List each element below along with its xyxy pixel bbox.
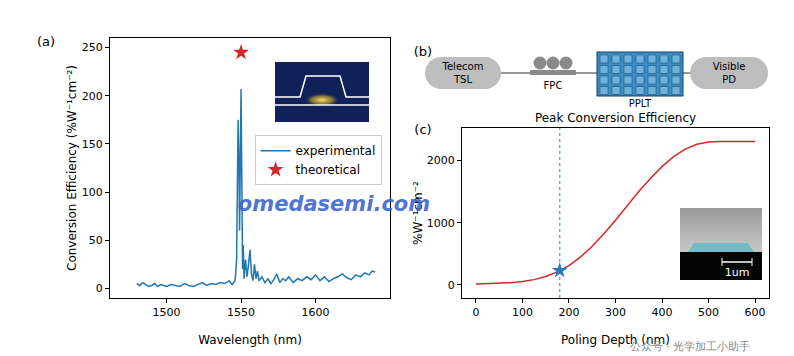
svg-text:100: 100 <box>82 186 103 199</box>
svg-text:Visible: Visible <box>713 61 746 72</box>
svg-text:(c): (c) <box>414 122 431 137</box>
svg-text:150: 150 <box>82 138 103 151</box>
svg-text:400: 400 <box>652 306 673 319</box>
svg-text:TSL: TSL <box>453 74 472 85</box>
svg-text:PD: PD <box>722 74 736 85</box>
svg-text:0: 0 <box>96 282 103 295</box>
svg-text:250: 250 <box>82 41 103 54</box>
svg-text:公众号 · 光学加工小助手: 公众号 · 光学加工小助手 <box>630 340 751 353</box>
svg-text:FPC: FPC <box>544 80 563 91</box>
svg-text:%W⁻¹cm⁻²: %W⁻¹cm⁻² <box>411 181 425 245</box>
svg-text:100: 100 <box>512 306 533 319</box>
svg-text:2000: 2000 <box>427 154 455 167</box>
svg-text:50: 50 <box>89 234 103 247</box>
svg-text:1600: 1600 <box>302 306 330 319</box>
svg-text:600: 600 <box>745 306 766 319</box>
svg-text:Poling Depth (nm): Poling Depth (nm) <box>561 333 670 347</box>
svg-text:(a): (a) <box>37 34 55 49</box>
svg-text:Conversion Efficiency (%W⁻¹cm⁻: Conversion Efficiency (%W⁻¹cm⁻²) <box>65 65 79 271</box>
svg-text:Wavelength (nm): Wavelength (nm) <box>198 333 302 347</box>
svg-text:1500: 1500 <box>153 306 181 319</box>
svg-text:theoretical: theoretical <box>296 163 360 177</box>
svg-text:500: 500 <box>698 306 719 319</box>
svg-text:1um: 1um <box>725 266 750 279</box>
svg-text:1550: 1550 <box>227 306 255 319</box>
svg-text:300: 300 <box>605 306 626 319</box>
svg-text:(b): (b) <box>414 44 432 59</box>
svg-text:PPLT: PPLT <box>629 98 652 109</box>
svg-text:200: 200 <box>558 306 579 319</box>
svg-text:200: 200 <box>82 90 103 103</box>
svg-text:0: 0 <box>448 279 455 292</box>
svg-text:0: 0 <box>472 306 479 319</box>
svg-text:Peak Conversion Efficiency: Peak Conversion Efficiency <box>535 111 696 125</box>
svg-text:1000: 1000 <box>427 217 455 230</box>
svg-text:omedasemi.com: omedasemi.com <box>238 192 430 216</box>
svg-text:experimental: experimental <box>296 144 376 158</box>
svg-text:Telecom: Telecom <box>442 61 484 72</box>
